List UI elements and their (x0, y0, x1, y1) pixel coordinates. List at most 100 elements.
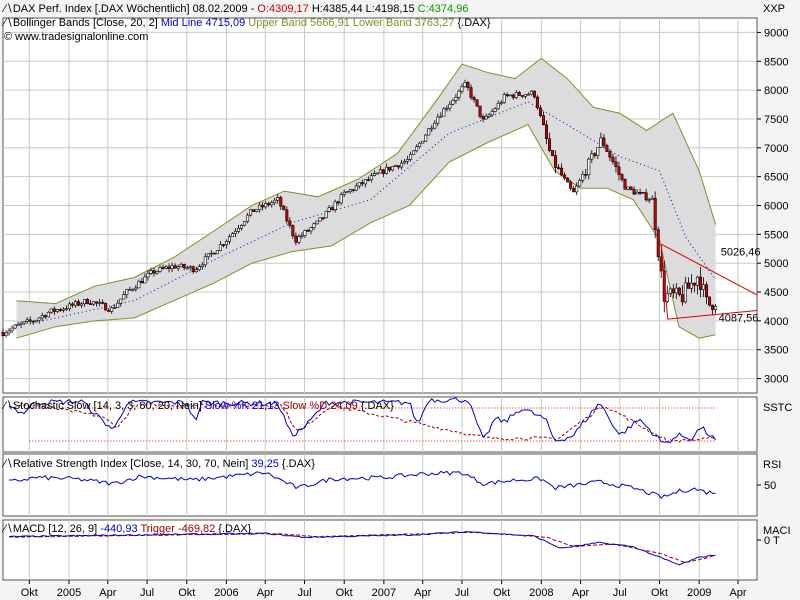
candle-body (381, 169, 385, 174)
candle-body (58, 309, 62, 311)
candle-body (188, 266, 192, 269)
candle-body (611, 156, 615, 163)
candle-body (351, 189, 355, 191)
candle-body (708, 296, 712, 306)
candle-body (336, 201, 340, 204)
trendline (661, 243, 758, 296)
candle-body (64, 308, 68, 311)
y-tick-label: 9000 (764, 27, 788, 39)
y-tick-label: 7000 (764, 143, 788, 155)
candle-body (224, 240, 228, 246)
candle-body (134, 287, 138, 290)
candle-body (593, 153, 597, 156)
x-tick-label: Apr (729, 587, 746, 599)
candle-body (599, 137, 603, 148)
x-tick-label: Jul (140, 587, 154, 599)
candle-body (297, 236, 301, 243)
price-header-low: L:4198,15 (363, 3, 415, 15)
indicator-header: ∕∖MACD [12, 26, 9] -440,93 Trigger -469,… (1, 523, 252, 535)
candle-body (535, 96, 539, 109)
candle-body (61, 308, 65, 311)
candle-body (273, 199, 277, 203)
candle-body (457, 90, 461, 98)
candle-body (258, 204, 262, 211)
candle-body (400, 162, 404, 168)
candle-body (620, 174, 624, 180)
bollinger-band-area (16, 58, 716, 339)
macd-unit-label: MACI (763, 525, 791, 537)
candle-body (653, 197, 657, 230)
candle-body (110, 307, 114, 312)
candle-body (478, 105, 482, 117)
candle-body (95, 301, 99, 304)
candle-body (508, 94, 512, 97)
macd-line (8, 531, 716, 566)
candle-body (306, 230, 310, 232)
candle-body (554, 155, 558, 168)
candle-body (451, 100, 455, 105)
candle-body (363, 179, 367, 185)
macd-header-symbol: {.DAX} (215, 523, 251, 535)
candle-body (391, 166, 395, 171)
candle-body (119, 298, 123, 304)
candle-body (656, 229, 660, 258)
bollinger-lower-band (16, 124, 716, 339)
candle-body (511, 94, 515, 98)
candle-body (276, 197, 280, 201)
candle-body (255, 209, 259, 212)
macd-header-value: -440,93 (100, 523, 137, 535)
candle-body (131, 288, 135, 291)
candle-body (569, 181, 573, 189)
candle-body (517, 92, 521, 96)
candle-body (125, 289, 129, 295)
rsi-line (9, 470, 716, 499)
candle-body (86, 299, 90, 304)
candle-body (548, 138, 552, 151)
candle-body (686, 282, 690, 289)
candle-body (702, 284, 706, 290)
candle-body (158, 267, 162, 272)
y-tick-label: 3500 (764, 345, 788, 357)
candle-body (632, 189, 636, 195)
candle-body (683, 282, 687, 303)
y-tick-label: 8500 (764, 56, 788, 68)
candle-body (10, 327, 14, 332)
candle-body (40, 315, 44, 319)
candle-body (602, 137, 606, 146)
x-tick-label: Apr (414, 587, 431, 599)
candle-body (698, 276, 702, 290)
candle-body (197, 266, 201, 270)
candle-body (714, 305, 718, 310)
candle-body (264, 203, 268, 208)
candle-body (52, 308, 56, 312)
candle-body (270, 202, 274, 206)
candle-body (152, 270, 156, 274)
candle-body (149, 270, 153, 274)
candle-body (644, 192, 648, 201)
candle-body (173, 265, 177, 269)
candle-body (481, 116, 485, 120)
candle-body (590, 153, 594, 160)
candle-body (354, 185, 358, 191)
candle-body (212, 252, 216, 255)
y-tick-label: 6500 (764, 172, 788, 184)
line-chart-icon: ∕∖ (1, 17, 13, 29)
candle-body (421, 140, 425, 144)
candle-body (1, 332, 5, 336)
candle-body (140, 281, 144, 284)
bollinger-header-symbol: {.DAX} (454, 17, 490, 29)
candle-body (378, 169, 382, 174)
x-tick-label: Okt (651, 587, 668, 599)
candle-body (191, 266, 195, 273)
y-tick-label: 5000 (764, 258, 788, 270)
candle-body (523, 94, 527, 97)
candle-body (418, 142, 422, 147)
candle-body (469, 87, 473, 98)
candle-body (300, 235, 304, 237)
candle-body (4, 332, 8, 336)
candle-body (155, 271, 159, 274)
indicator-header: ∕∖Bollinger Bands [Close, 20, 2] Mid Lin… (1, 17, 491, 29)
candle-body (206, 253, 210, 258)
candle-body (267, 203, 271, 206)
candle-body (541, 115, 545, 126)
